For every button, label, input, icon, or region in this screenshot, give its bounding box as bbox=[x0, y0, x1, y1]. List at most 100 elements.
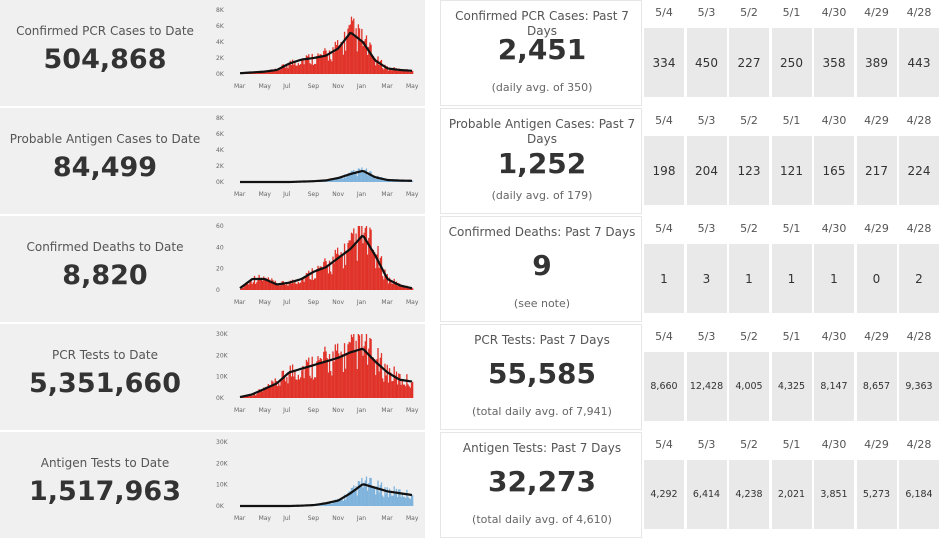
daily-bar bbox=[383, 180, 384, 182]
daily-bar bbox=[349, 342, 350, 398]
daily-bar bbox=[345, 178, 346, 182]
daily-bar bbox=[257, 392, 258, 398]
daily-bar bbox=[327, 265, 328, 290]
daily-bar bbox=[403, 71, 404, 74]
daily-bar bbox=[322, 269, 323, 290]
daily-bar bbox=[291, 376, 292, 398]
daily-bar bbox=[344, 244, 345, 290]
daily-bar bbox=[361, 167, 362, 182]
past-7-days-title: PCR Tests: Past 7 Days bbox=[447, 333, 637, 348]
daily-bar bbox=[242, 288, 243, 290]
to-date-value: 8,820 bbox=[0, 260, 210, 291]
past-7-days-value: 1,252 bbox=[441, 147, 643, 180]
daily-bar bbox=[346, 496, 347, 506]
daily-bar bbox=[351, 17, 352, 74]
daily-bar bbox=[382, 496, 383, 507]
to-date-title: PCR Tests to Date bbox=[0, 348, 210, 362]
daily-bar bbox=[370, 230, 371, 290]
day-value-cell: 224 bbox=[899, 136, 939, 205]
day-header: 5/1 bbox=[772, 6, 812, 19]
daily-bar bbox=[394, 367, 395, 398]
x-tick-label: Nov bbox=[332, 299, 344, 306]
daily-bar bbox=[286, 377, 287, 398]
x-tick-label: May bbox=[259, 83, 272, 90]
daily-bar bbox=[331, 180, 332, 182]
daily-bar bbox=[293, 283, 294, 290]
daily-bar bbox=[248, 285, 249, 290]
daily-bar bbox=[328, 273, 329, 290]
daily-bar bbox=[373, 486, 374, 506]
x-tick-label: Mar bbox=[234, 83, 246, 90]
past-7-days-value: 55,585 bbox=[441, 357, 643, 390]
day-header: 5/1 bbox=[772, 438, 812, 451]
daily-bar bbox=[359, 28, 360, 74]
daily-bar bbox=[412, 288, 413, 290]
daily-bar bbox=[394, 279, 395, 290]
daily-bar bbox=[295, 66, 296, 74]
day-header: 4/30 bbox=[814, 6, 854, 19]
daily-bar bbox=[305, 367, 306, 398]
daily-bar bbox=[354, 173, 355, 182]
daily-bar bbox=[353, 334, 354, 398]
daily-bar bbox=[391, 70, 392, 74]
x-tick-label: Mar bbox=[234, 191, 246, 198]
day-header: 4/30 bbox=[814, 330, 854, 343]
daily-bar bbox=[306, 360, 307, 398]
y-tick-label: 2K bbox=[216, 163, 225, 170]
daily-bar bbox=[297, 380, 298, 398]
past-7-days-subtitle: (total daily avg. of 4,610) bbox=[441, 513, 643, 526]
day-value-cell: 121 bbox=[772, 136, 812, 205]
daily-bar bbox=[402, 381, 403, 398]
past-7-days-subtitle: (daily avg. of 350) bbox=[441, 81, 643, 94]
daily-bar bbox=[248, 396, 249, 398]
daily-bar bbox=[382, 378, 383, 398]
day-value-cell: 12,428 bbox=[687, 352, 727, 421]
day-header: 5/2 bbox=[729, 114, 769, 127]
daily-bar bbox=[292, 365, 293, 398]
daily-bar bbox=[271, 278, 272, 290]
day-value-cell: 443 bbox=[899, 28, 939, 97]
day-value-cell: 4,325 bbox=[772, 352, 812, 421]
day-header: 5/1 bbox=[772, 330, 812, 343]
x-tick-label: Jul bbox=[282, 515, 291, 522]
daily-bar bbox=[313, 65, 314, 74]
x-tick-label: Sep bbox=[308, 83, 320, 90]
day-header: 5/4 bbox=[644, 438, 684, 451]
daily-bar bbox=[286, 284, 287, 290]
daily-bar bbox=[303, 64, 304, 74]
daily-bar bbox=[353, 485, 354, 506]
daily-bar bbox=[301, 280, 302, 290]
daily-bar bbox=[392, 284, 393, 290]
daily-bar bbox=[403, 287, 404, 290]
daily-bar bbox=[410, 388, 411, 398]
daily-bar bbox=[298, 282, 299, 290]
daily-bar bbox=[372, 487, 373, 506]
day-value-cell: 1 bbox=[814, 244, 854, 313]
daily-bar bbox=[337, 248, 338, 290]
x-tick-label: May bbox=[406, 407, 419, 414]
daily-bar bbox=[396, 489, 397, 506]
daily-bar bbox=[343, 179, 344, 182]
day-header: 4/30 bbox=[814, 114, 854, 127]
daily-bar bbox=[258, 275, 259, 290]
daily-bar bbox=[309, 63, 310, 74]
daily-bar bbox=[374, 487, 375, 506]
daily-bar bbox=[369, 478, 370, 506]
daily-bar bbox=[342, 43, 343, 74]
to-date-title: Confirmed Deaths to Date bbox=[0, 240, 210, 254]
daily-bar bbox=[278, 285, 279, 290]
y-tick-label: 4K bbox=[216, 147, 225, 154]
daily-bar bbox=[257, 280, 258, 290]
daily-bar bbox=[334, 263, 335, 290]
daily-bar bbox=[324, 258, 325, 290]
x-tick-label: Jan bbox=[356, 191, 366, 198]
x-tick-label: May bbox=[259, 407, 272, 414]
past-7-days-value: 2,451 bbox=[441, 33, 643, 66]
daily-bar bbox=[404, 385, 405, 398]
daily-bar bbox=[373, 357, 374, 398]
daily-bar bbox=[280, 379, 281, 398]
daily-bar bbox=[282, 281, 283, 290]
daily-bar bbox=[367, 255, 368, 290]
